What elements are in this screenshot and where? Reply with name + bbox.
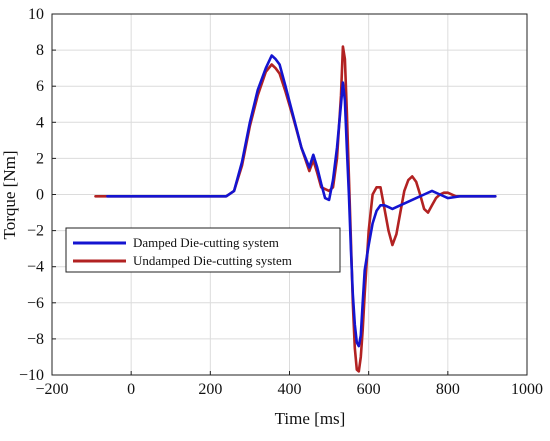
- legend-label-undamped: Undamped Die-cutting system: [133, 253, 292, 268]
- x-tick-label: 800: [436, 381, 460, 398]
- y-tick-label: 10: [28, 6, 44, 23]
- x-tick-label: 600: [357, 381, 381, 398]
- y-tick-label: 8: [36, 42, 44, 59]
- series-layer: [94, 45, 497, 373]
- y-tick-label: 6: [36, 78, 44, 95]
- y-tick-label: −2: [27, 223, 44, 240]
- legend-label-damped: Damped Die-cutting system: [133, 235, 279, 250]
- legend: Damped Die-cutting system Undamped Die-c…: [65, 227, 341, 273]
- y-tick-label: 2: [36, 150, 44, 167]
- x-axis-title: Time [ms]: [275, 409, 346, 428]
- y-tick-label: 0: [36, 187, 44, 204]
- y-axis-title: Torque [Nm]: [0, 151, 19, 240]
- x-tick-label: −200: [35, 381, 68, 398]
- x-tick-label: 400: [278, 381, 302, 398]
- y-tick-label: −4: [27, 259, 44, 276]
- y-tick-label: 4: [36, 114, 44, 131]
- y-tick-label: −10: [19, 367, 44, 384]
- series-line-damped: [106, 54, 497, 348]
- x-tick-label: 1000: [511, 381, 543, 398]
- grid-layer: [51, 13, 528, 376]
- x-tick-label: 200: [198, 381, 222, 398]
- y-tick-label: −8: [27, 331, 44, 348]
- x-tick-label: 0: [127, 381, 135, 398]
- tick-layer: −200 0 200 400 600 800 1000 −10 −8 −6 −4 −2 0 2 4 6 8 10: [19, 6, 543, 398]
- y-tick-label: −6: [27, 295, 44, 312]
- legend-box: [65, 227, 341, 273]
- series-line-undamped: [94, 45, 497, 373]
